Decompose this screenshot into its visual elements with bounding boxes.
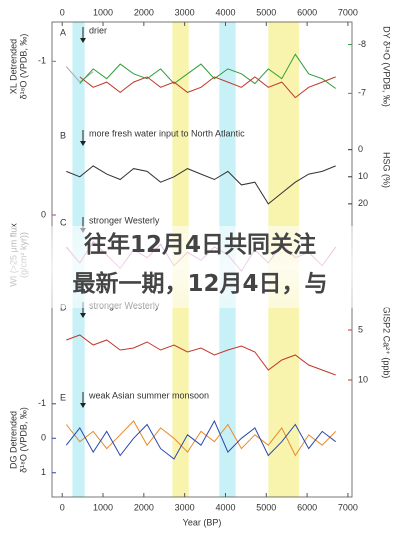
annotation: stronger Westerly [89,215,160,225]
y-axis-label: XL Detrended [8,39,18,94]
y2-axis-label: GISP2 Ca²⁺ (ppb) [382,307,392,379]
x-axis-label: Year (BP) [183,517,222,527]
x-tick-label: 1000 [93,7,113,17]
x-tick-label: 1000 [93,502,113,512]
annotation: weak Asian summer monsoon [88,390,209,400]
annotation-arrowhead [80,313,86,318]
x-tick-label: 3000 [175,502,195,512]
panel-label: B [60,130,66,140]
x-tick-label: 2000 [134,7,154,17]
y2-tick-label: 10 [358,171,368,181]
y-tick-label: -1 [38,56,46,66]
x-tick-label: 2000 [134,502,154,512]
series-line [66,334,336,376]
series-line [65,419,337,460]
annotation-arrowhead [80,141,86,146]
annotation-arrowhead [80,38,86,43]
x-tick-label: 4000 [215,502,235,512]
y2-tick-label: 10 [358,374,368,384]
panel-label: C [60,217,67,227]
y-tick-label: 0 [41,433,46,443]
x-tick-label: 7000 [338,502,358,512]
annotation-arrowhead [80,403,86,408]
y-tick-label: 1 [41,467,46,477]
y2-tick-label: -7 [358,88,366,98]
x-tick-label: 0 [60,502,65,512]
x-tick-label: 5000 [256,502,276,512]
series-line [79,53,336,89]
annotation: more fresh water input to North Atlantic [89,128,245,138]
y2-axis-label: HSG (%) [382,152,392,188]
x-tick-label: 7000 [338,7,358,17]
x-tick-label: 6000 [297,502,317,512]
overlay-banner: 往年12月4日共同关注 最新一期，12月4日，与 [0,226,400,308]
x-tick-label: 3000 [175,7,195,17]
y2-axis-label: DY δ¹⁸O (VPDB, ‰) [382,26,392,107]
overlay-line: 最新一期，12月4日，与 [72,271,328,297]
series-line [79,76,336,99]
y-axis-label: δ¹⁸O (VPDB, ‰) [18,34,28,100]
x-tick-label: 5000 [256,7,276,17]
panel-label: E [60,392,66,402]
y-axis-label: δ¹⁸O (VPDB, ‰) [18,407,28,473]
y2-tick-label: -8 [358,39,366,49]
y2-tick-label: 5 [358,324,363,334]
x-tick-label: 4000 [215,7,235,17]
y2-tick-label: 20 [358,198,368,208]
y-axis-label: DG Detrended [8,411,18,469]
overlay-line: 往年12月4日共同关注 [83,232,316,258]
series-line [66,165,336,205]
y-tick-label: -1 [38,398,46,408]
y-tick-label: 0 [41,209,46,219]
x-tick-label: 6000 [297,7,317,17]
x-tick-label: 0 [60,7,65,17]
series-line [65,66,94,83]
panel-label: A [60,27,66,37]
annotation: drier [89,25,107,35]
y2-tick-label: 0 [358,144,363,154]
series-line [65,420,337,457]
